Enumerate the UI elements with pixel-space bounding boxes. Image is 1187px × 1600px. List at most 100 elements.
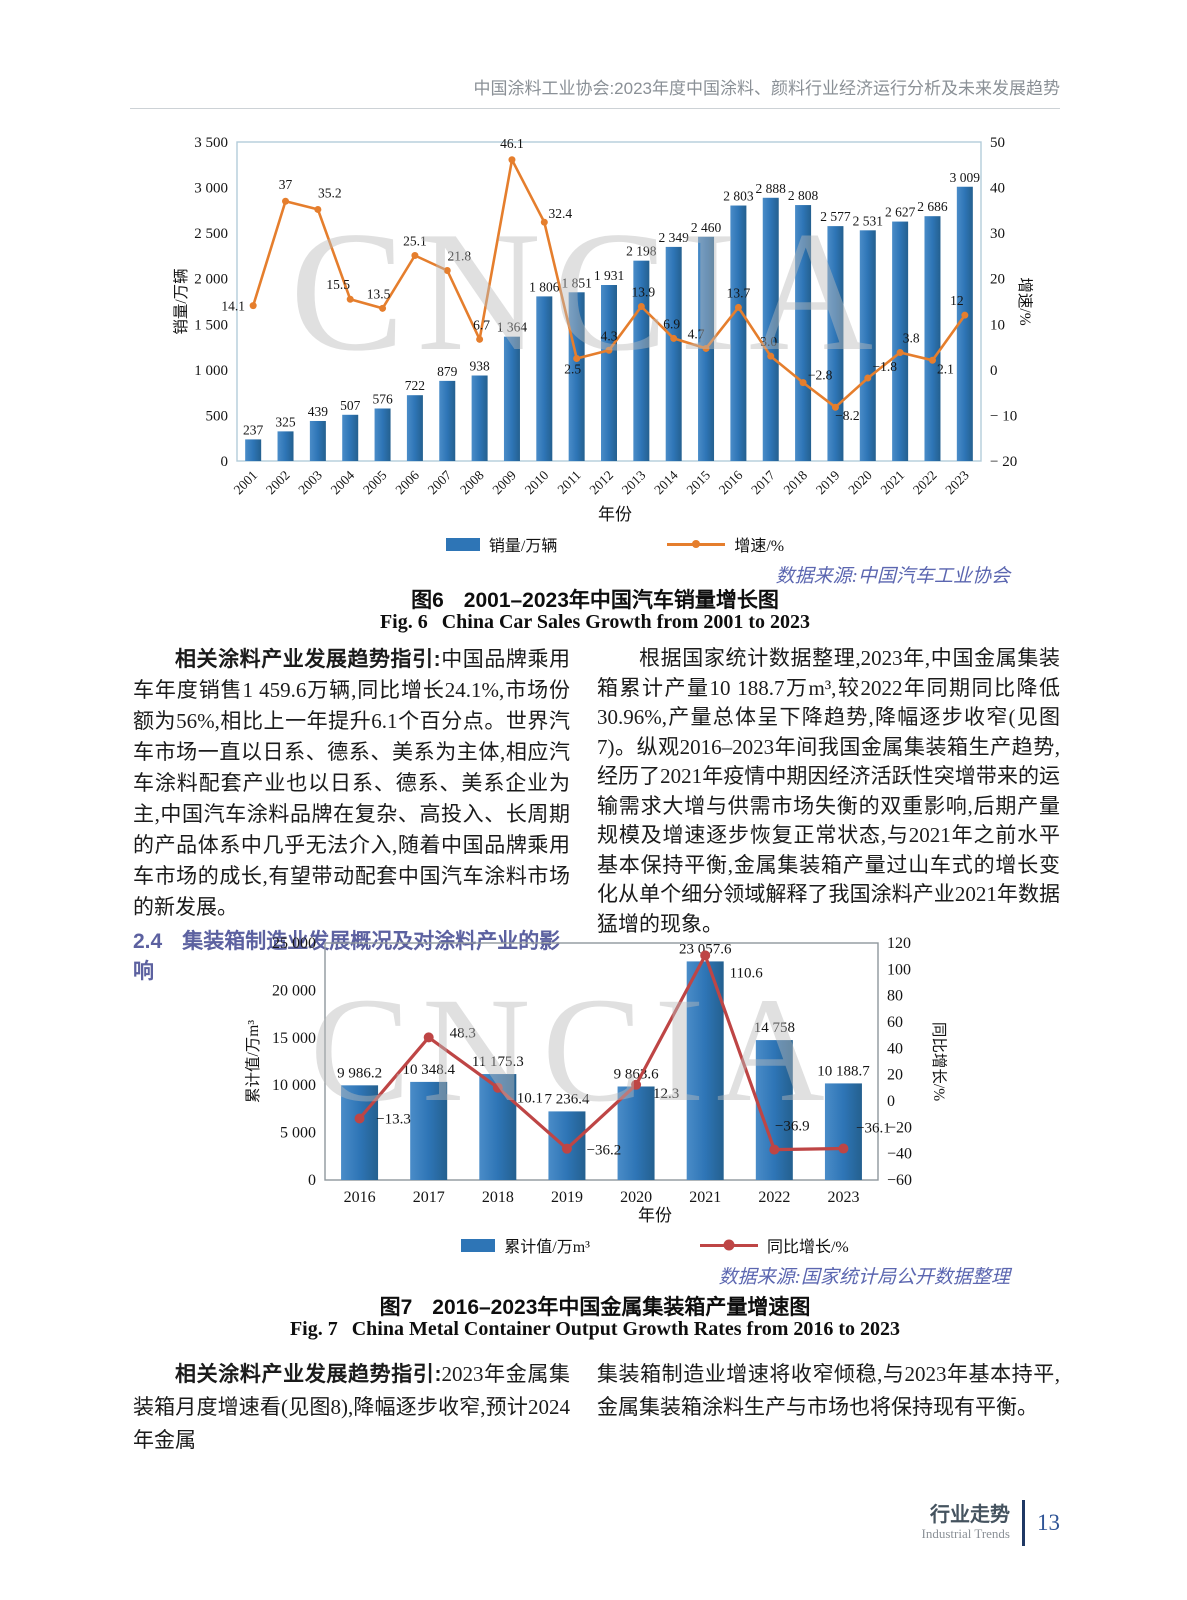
svg-text:−13.3: −13.3: [376, 1112, 411, 1128]
svg-text:50: 50: [990, 135, 1005, 151]
bottom-right-column: 集装箱制造业增速将收窄倾稳,与2023年基本持平,金属集装箱涂料生产与市场也将保…: [597, 1358, 1060, 1457]
bar-value-label: 3 009: [950, 170, 981, 185]
svg-text:2001: 2001: [231, 468, 261, 498]
svg-text:40: 40: [887, 1040, 903, 1057]
bar: [686, 961, 724, 1180]
page-number: 13: [1037, 1510, 1060, 1535]
bar-value-label: 11 175.3: [472, 1054, 524, 1070]
footer-section-zh: 行业走势: [930, 1504, 1010, 1526]
svg-text:48.3: 48.3: [450, 1025, 476, 1041]
svg-text:2017: 2017: [413, 1189, 445, 1205]
svg-text:20 000: 20 000: [272, 982, 316, 999]
svg-text:14.1: 14.1: [221, 299, 245, 314]
bar: [859, 230, 876, 461]
line-swatch: [667, 539, 726, 549]
bar: [309, 420, 326, 461]
bar-value-label: 2 808: [788, 188, 819, 203]
bar: [471, 375, 488, 461]
svg-text:−36.1: −36.1: [856, 1121, 891, 1137]
svg-text:2019: 2019: [551, 1189, 583, 1205]
page-footer: 行业走势 Industrial Trends 13: [922, 1500, 1060, 1546]
right-axis-title: 同比增长/%: [930, 1022, 948, 1101]
bar-value-label: 2 577: [820, 209, 851, 224]
svg-text:80: 80: [887, 988, 903, 1005]
svg-text:2003: 2003: [295, 467, 325, 497]
bar-value-label: 23 057.6: [679, 941, 732, 957]
footer-divider: [1022, 1500, 1025, 1546]
svg-text:2022: 2022: [758, 1189, 790, 1205]
x-axis-labels: 2016 2017 2018 2019 2020 2021 2022 2023: [344, 1189, 860, 1205]
container-output-chart: 0 5 000 10 000 15 000 20 000 25 000 −60 −40 −20 0…: [244, 935, 948, 1205]
svg-text:3 000: 3 000: [194, 181, 228, 197]
bar: [617, 1086, 655, 1180]
svg-text:12: 12: [950, 293, 964, 308]
svg-text:−1.8: −1.8: [873, 359, 898, 374]
chart2-xlabel: 年份: [638, 1206, 672, 1225]
svg-text:2022: 2022: [910, 468, 940, 498]
bar-value-label: 2 460: [691, 220, 722, 235]
svg-text:30: 30: [990, 226, 1005, 242]
bar-value-label: 2 888: [756, 181, 787, 196]
footer-section: 行业走势 Industrial Trends: [922, 1504, 1010, 1542]
svg-text:10: 10: [990, 317, 1005, 333]
legend-item-growth: 增速/%: [667, 532, 784, 556]
svg-text:2023: 2023: [942, 467, 972, 497]
bar: [762, 197, 779, 461]
chart1-xlabel: 年份: [598, 505, 632, 524]
bar: [795, 205, 812, 461]
svg-text:40: 40: [990, 181, 1005, 197]
svg-text:0: 0: [887, 1093, 895, 1110]
svg-text:5 000: 5 000: [280, 1125, 316, 1142]
bar-value-label: 1 806: [529, 279, 560, 294]
svg-text:120: 120: [887, 935, 911, 952]
svg-text:2016: 2016: [344, 1189, 376, 1205]
svg-text:−8.2: −8.2: [835, 408, 860, 423]
svg-text:3.0: 3.0: [760, 334, 777, 349]
bar-value-label: 576: [372, 392, 393, 407]
legend-label-cumulative: 累计值/万m³: [504, 1239, 590, 1256]
left-column: 相关涂料产业发展趋势指引:中国品牌乘用车年度销售1 459.6万辆,同比增长24…: [133, 644, 570, 987]
line-value-labels: 14.1 37 35.2 15.5 13.5 25.1 21.8 6.7 46.1 32.4 2.5…: [221, 136, 963, 423]
bar: [374, 408, 391, 461]
plot-border: [324, 942, 879, 1181]
paragraph-car-guidance: 相关涂料产业发展趋势指引:中国品牌乘用车年度销售1 459.6万辆,同比增长24…: [133, 647, 571, 919]
svg-text:4.7: 4.7: [688, 326, 705, 341]
svg-text:60: 60: [887, 1014, 903, 1031]
bar-value-label: 938: [469, 359, 490, 374]
bar-value-label: 2 531: [853, 213, 883, 228]
figure-6-caption-en: Fig. 6 China Car Sales Growth from 2001 t…: [379, 611, 811, 633]
svg-text:6.9: 6.9: [663, 316, 680, 331]
svg-text:4.3: 4.3: [601, 328, 618, 343]
bar: [503, 336, 520, 461]
section-heading-2-4: 2.4 集装箱制造业发展概况及对涂料产业的影响: [133, 930, 561, 983]
bar-value-label: 507: [340, 398, 361, 413]
bar-value-label: 10 348.4: [402, 1062, 455, 1078]
figure-7-caption-en: Fig. 7 China Metal Container Output Growt…: [289, 1318, 901, 1340]
svg-text:500: 500: [206, 408, 229, 424]
bar-value-label: 9 863.6: [614, 1066, 660, 1082]
growth-line: [358, 953, 844, 1152]
bar: [341, 1085, 379, 1180]
bar: [536, 296, 553, 461]
bar: [277, 431, 294, 461]
bar: [439, 380, 456, 461]
svg-text:2010: 2010: [522, 467, 552, 497]
svg-text:2006: 2006: [392, 467, 422, 497]
paragraph-container-guidance-cont: 集装箱制造业增速将收窄倾稳,与2023年基本持平,金属集装箱涂料生产与市场也将保…: [597, 1362, 1060, 1419]
svg-text:2020: 2020: [620, 1189, 652, 1205]
bar-value-label: 1 851: [561, 275, 591, 290]
bar-value-label: 14 758: [754, 1020, 795, 1036]
bar-value-label: 2 803: [723, 189, 754, 204]
bar: [245, 439, 262, 461]
bar-value-label: 879: [437, 364, 458, 379]
svg-text:2014: 2014: [651, 467, 681, 497]
svg-text:2.1: 2.1: [937, 361, 954, 376]
svg-text:0: 0: [990, 363, 998, 379]
bar: [892, 221, 909, 461]
figure-7: 0 5 000 10 000 15 000 20 000 25 000 −60 −40 −20 0…: [240, 913, 1070, 1289]
paragraph-lead: 相关涂料产业发展趋势指引:: [175, 648, 441, 671]
chart2-data-source: 数据来源:国家统计局公开数据整理: [718, 1267, 1010, 1288]
axis-ticks: 0 5 000 10 000 15 000 20 000 25 000 −60 −40 −20 0…: [272, 935, 912, 1189]
figure-6-caption-zh: 图6 2001–2023年中国汽车销量增长图: [411, 589, 779, 612]
